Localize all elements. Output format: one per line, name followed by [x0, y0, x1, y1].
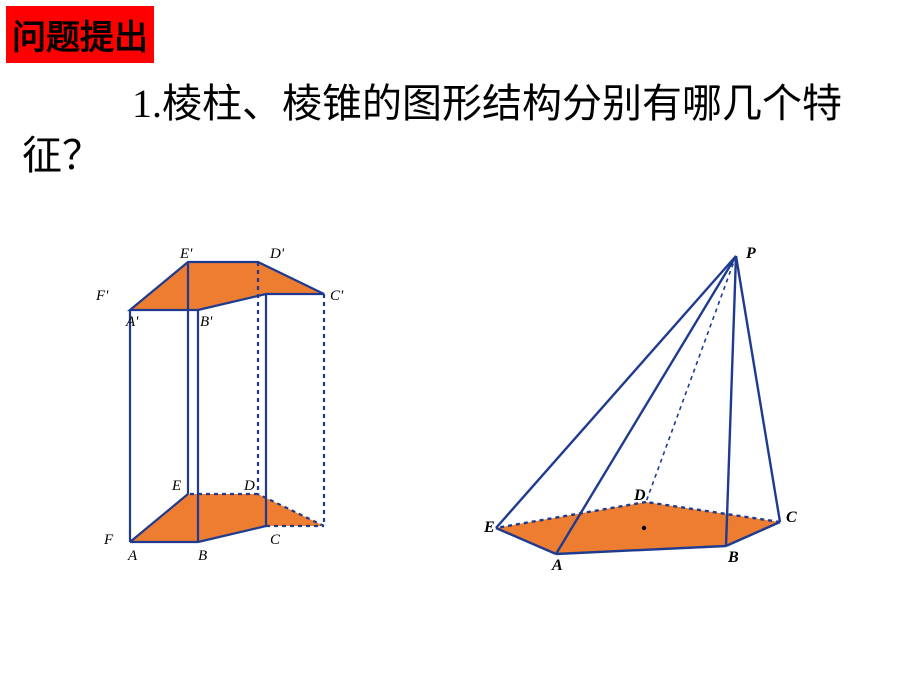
svg-text:E: E: [483, 519, 495, 536]
svg-text:D: D: [633, 487, 646, 504]
svg-text:F': F': [95, 288, 109, 304]
slide: 问题提出 1.棱柱、棱锥的图形结构分别有哪几个特征？ A B C D E F A' B' C' D…: [0, 0, 920, 690]
figure-pyramid: P A B C D E: [476, 244, 806, 574]
pyramid-svg: P A B C D E: [476, 244, 806, 574]
svg-text:F: F: [103, 532, 114, 548]
svg-text:P: P: [745, 245, 756, 262]
svg-text:E: E: [171, 478, 181, 494]
svg-text:E': E': [179, 246, 193, 262]
svg-text:C: C: [786, 509, 797, 526]
prism-svg: A B C D E F A' B' C' D' E' F': [40, 244, 350, 574]
svg-text:B: B: [727, 549, 739, 566]
svg-text:A': A': [125, 314, 139, 330]
svg-text:D': D': [269, 246, 285, 262]
svg-text:B': B': [200, 314, 213, 330]
question-text: 1.棱柱、棱锥的图形结构分别有哪几个特征？: [22, 78, 892, 182]
question-number: 1.: [132, 81, 162, 126]
svg-text:C: C: [270, 532, 281, 548]
svg-text:A: A: [551, 557, 563, 574]
section-header: 问题提出: [6, 6, 154, 63]
svg-text:C': C': [330, 288, 344, 304]
svg-text:A: A: [127, 548, 138, 564]
figure-prism: A B C D E F A' B' C' D' E' F': [40, 244, 350, 574]
svg-text:B: B: [198, 548, 207, 564]
svg-text:D: D: [243, 478, 255, 494]
